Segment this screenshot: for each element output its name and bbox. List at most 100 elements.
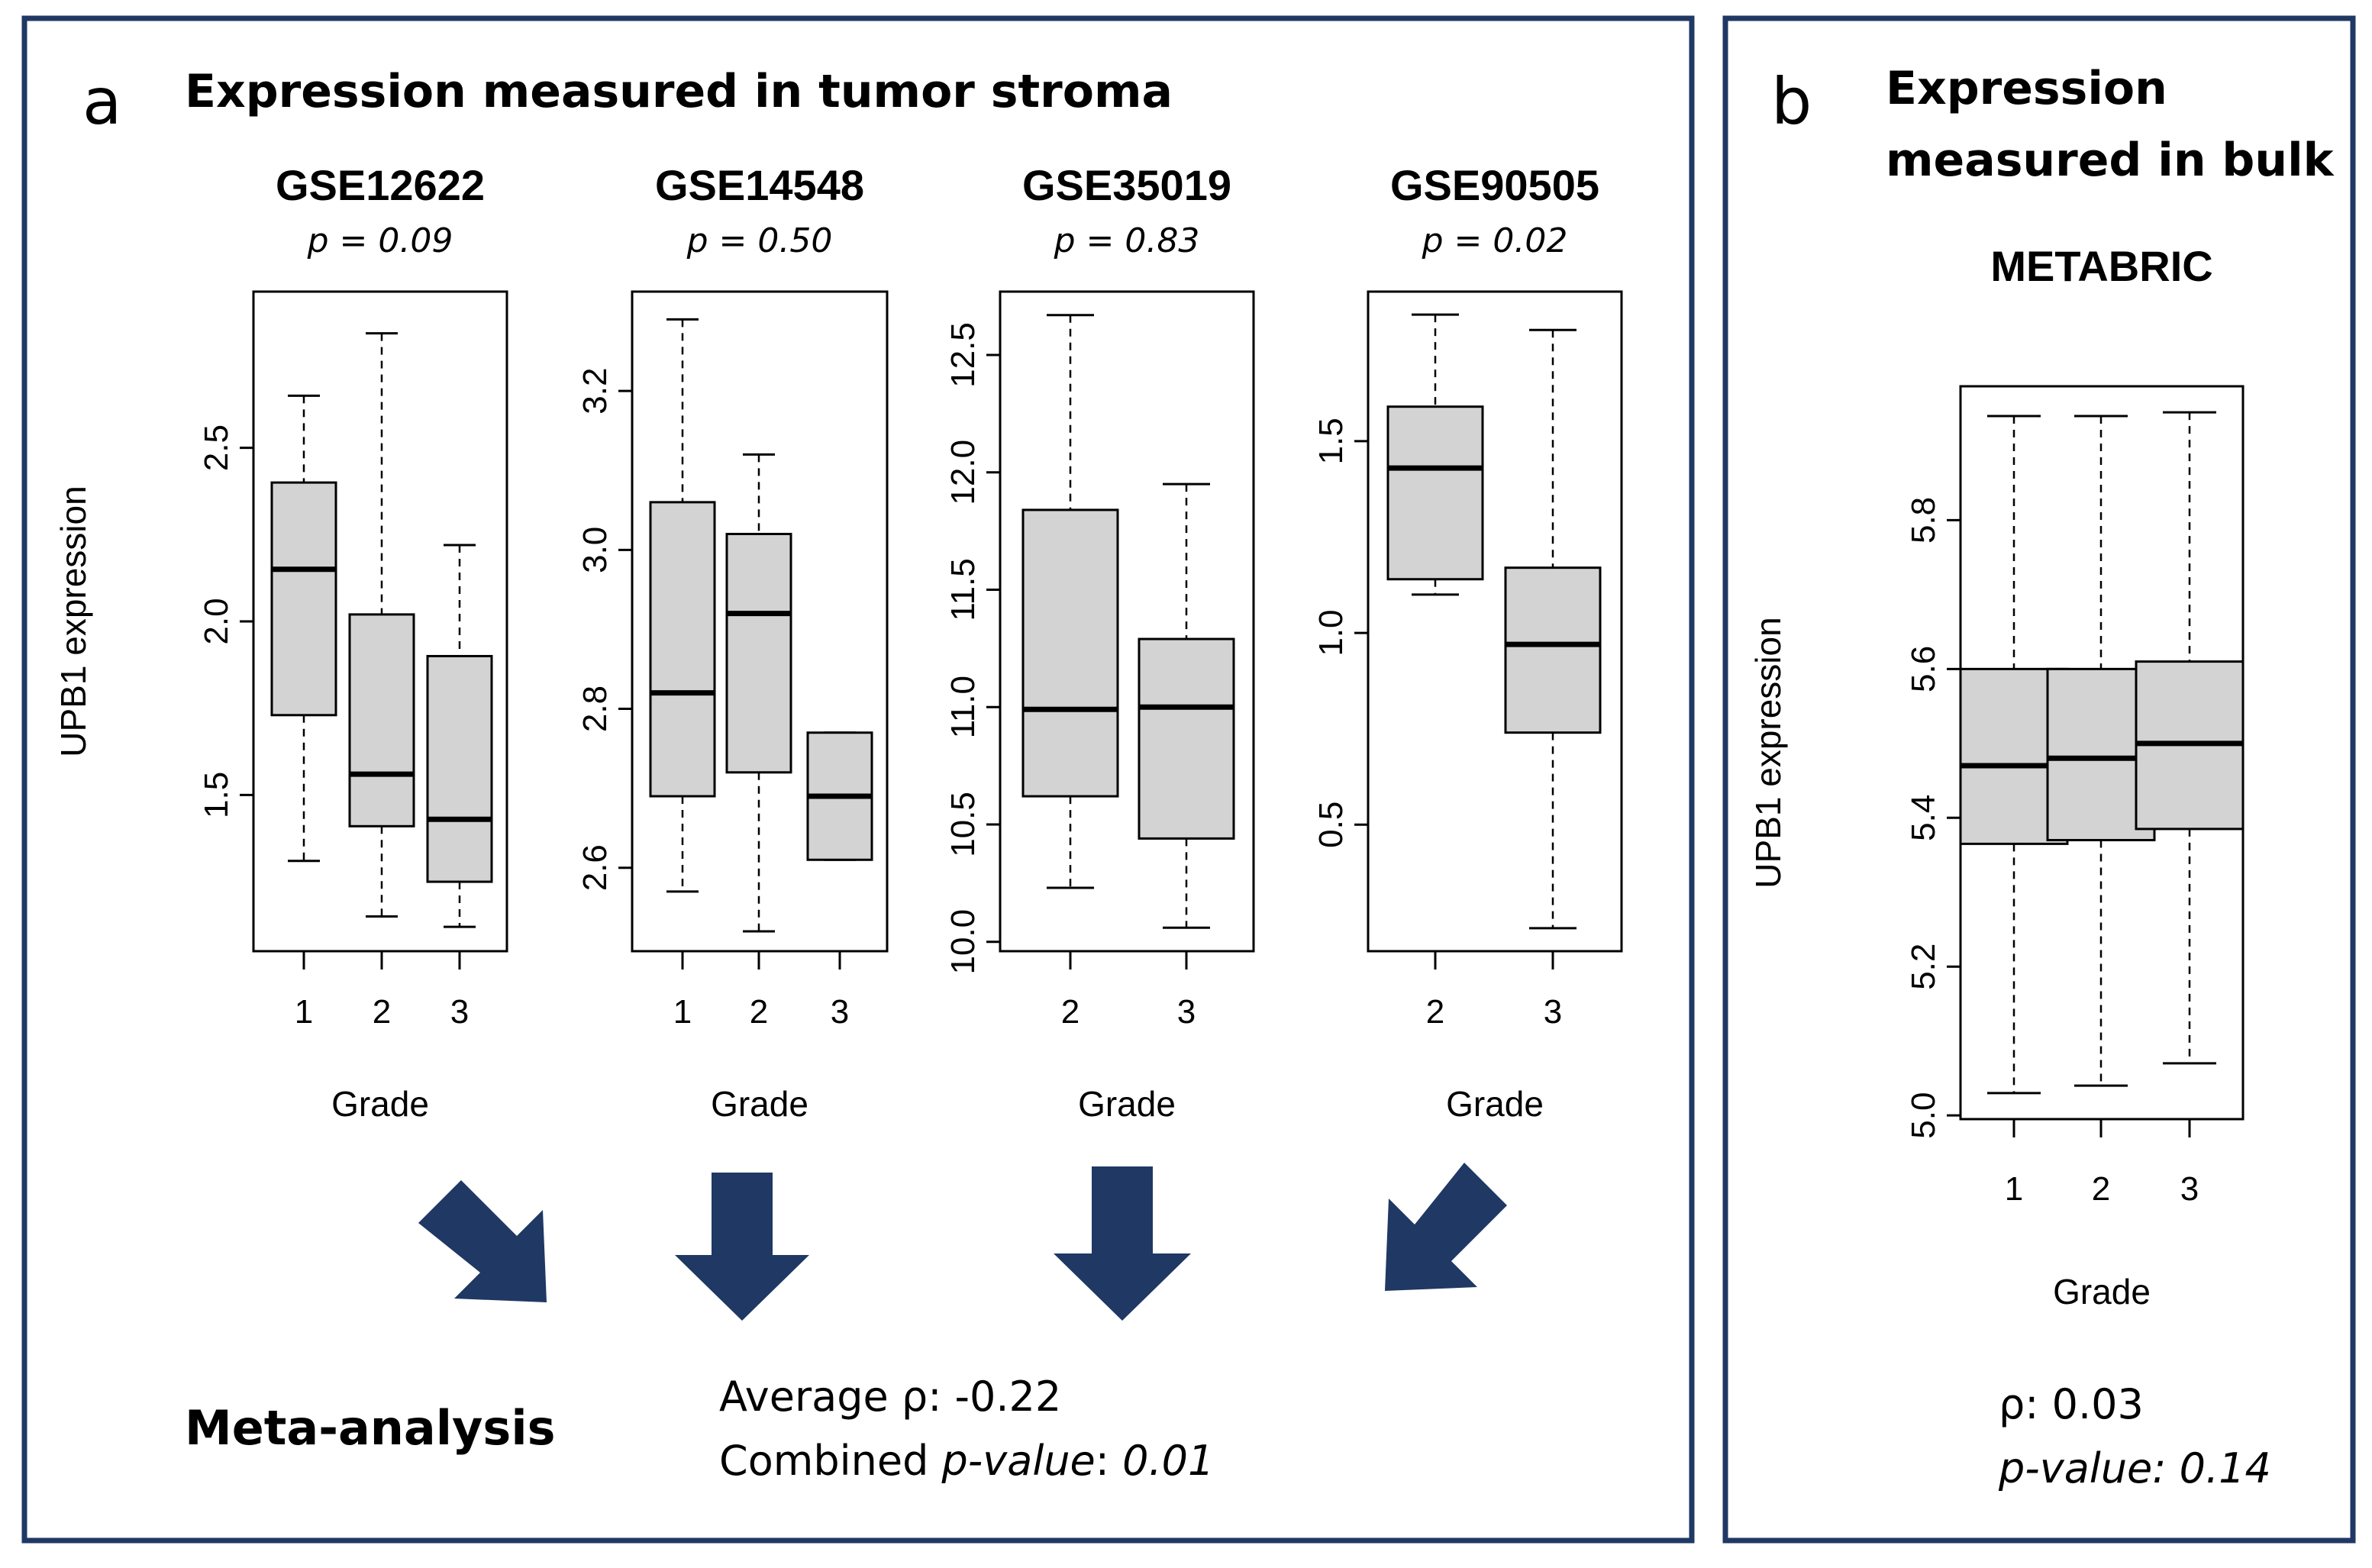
panel-b-frame [1722, 15, 2356, 1544]
iqr-box [1138, 637, 1235, 840]
panel-a-title: Expression measured in tumor stroma [185, 65, 1173, 118]
y-tick-label: 5.0 [1905, 1092, 1942, 1139]
dataset-pvalue: p = 0.83 [1054, 221, 1200, 260]
combined-pvalue: Combined p-value: 0.01 [719, 1437, 1214, 1485]
x-tick-label: 2 [2092, 1170, 2110, 1208]
boxplots: GSE12622 p = 0.09 1.5 2.0 2.5 UPB1 expression… [53, 161, 2245, 1312]
x-tick-label: 3 [450, 993, 469, 1031]
dataset-title: GSE12622 [276, 161, 485, 209]
box-grade-2 [1386, 313, 1484, 596]
y-tick-label: 5.4 [1905, 795, 1942, 841]
iqr-box [1386, 405, 1484, 581]
y-tick-label: 10.5 [944, 792, 982, 857]
iqr-box [725, 532, 792, 774]
y-tick-label: 11.5 [944, 558, 982, 621]
x-tick-label: 1 [673, 993, 692, 1031]
x-axis-label: Grade [331, 1084, 429, 1124]
plot-gse90505: GSE90505 p = 0.02 0.5 1.0 1.5 2 3 Grade [1312, 161, 1623, 1124]
x-tick-label: 2 [1426, 993, 1444, 1031]
plot-gse35019: GSE35019 p = 0.83 10.0 10.5 11.0 11.5 12.0 12.5… [944, 161, 1255, 1124]
dataset-title: GSE14548 [655, 161, 864, 209]
iqr-box [348, 613, 415, 828]
x-tick-label: 3 [1177, 993, 1196, 1031]
arrow-down-icon [675, 1173, 809, 1321]
panel-a-frame [21, 15, 1695, 1544]
arrow-down-right-icon [418, 1180, 547, 1302]
x-tick-label: 3 [2180, 1170, 2199, 1208]
iqr-box [1504, 566, 1602, 734]
average-rho: Average ρ: -0.22 [719, 1373, 1061, 1421]
box-grade-3 [1504, 328, 1602, 930]
y-tick-label: 2.8 [576, 686, 614, 732]
box-grade-3 [426, 544, 493, 928]
y-tick-label: 1.0 [1312, 609, 1350, 656]
y-tick-label: 11.0 [944, 676, 982, 738]
y-tick-label: 3.2 [576, 368, 614, 415]
y-tick-label: 3.0 [576, 527, 614, 573]
box-grade-3 [1138, 482, 1235, 929]
x-axis-label: Grade [1446, 1084, 1544, 1124]
arrows [418, 1163, 1507, 1321]
y-axis-label: UPB1 expression [1748, 617, 1788, 888]
dataset-pvalue: p = 0.50 [686, 221, 833, 260]
iqr-box [426, 654, 493, 883]
x-tick-label: 3 [1544, 993, 1562, 1031]
dataset-title: METABRIC [1990, 242, 2212, 290]
box-grade-1 [649, 318, 716, 893]
y-tick-label: 12.5 [944, 322, 982, 388]
x-axis-label: Grade [1078, 1084, 1176, 1124]
x-tick-label: 3 [831, 993, 849, 1031]
box-grade-1 [270, 394, 337, 863]
combined-value: 0.01 [1122, 1437, 1214, 1485]
x-tick-label: 1 [295, 993, 313, 1031]
y-tick-label: 1.5 [1312, 418, 1350, 464]
dataset-title: GSE35019 [1022, 161, 1231, 209]
x-axis-label: Grade [711, 1084, 808, 1124]
metabric-pvalue: p-value: 0.14 [1998, 1444, 2271, 1492]
box-grade-2 [348, 332, 415, 918]
plot-gse12622: GSE12622 p = 0.09 1.5 2.0 2.5 UPB1 expression… [53, 161, 508, 1124]
arrow-down-icon [1054, 1166, 1191, 1321]
y-tick-label: 2.0 [198, 598, 235, 644]
panel-a-letter: a [82, 64, 121, 139]
y-tick-label: 0.5 [1312, 802, 1350, 848]
iqr-box [649, 501, 716, 798]
plot-metabric: METABRIC 5.0 5.2 5.4 5.6 5.8 UPB1 expression 1 2… [1748, 242, 2245, 1312]
x-tick-label: 2 [750, 993, 768, 1031]
dataset-pvalue: p = 0.09 [307, 221, 453, 260]
y-tick-label: 5.2 [1905, 944, 1942, 990]
plot-gse14548: GSE14548 p = 0.50 2.6 2.8 3.0 3.2 1 2 3 Grade [576, 161, 889, 1124]
plot-frame [999, 290, 1255, 953]
y-tick-label: 5.8 [1905, 497, 1942, 544]
box-grade-2 [1021, 314, 1119, 889]
iqr-box [270, 481, 337, 717]
y-tick-label: 12.0 [944, 440, 982, 505]
iqr-box [1021, 508, 1119, 798]
y-tick-label: 5.6 [1905, 646, 1942, 692]
arrow-down-left-icon [1385, 1163, 1507, 1291]
plot-frame [1367, 290, 1623, 953]
panel-b-title-line2: measured in bulk [1886, 134, 2335, 187]
x-axis-label: Grade [2053, 1272, 2151, 1312]
combined-prefix: Combined [719, 1437, 942, 1485]
x-tick-label: 1 [2005, 1170, 2023, 1208]
combined-label: p-value [941, 1437, 1096, 1485]
panel-b-title-line1: Expression [1886, 62, 2167, 115]
metabric-rho: ρ: 0.03 [1999, 1380, 2144, 1428]
panel-b-letter: b [1771, 64, 1812, 139]
x-tick-label: 2 [373, 993, 391, 1031]
box-grade-2 [725, 453, 792, 933]
box-grade-3 [806, 731, 873, 861]
y-tick-label: 10.0 [944, 909, 982, 975]
meta-analysis-title: Meta-analysis [185, 1400, 556, 1456]
combined-sep: : [1096, 1437, 1122, 1485]
dataset-pvalue: p = 0.02 [1422, 221, 1568, 260]
y-tick-label: 2.5 [198, 424, 235, 471]
dataset-title: GSE90505 [1390, 161, 1599, 209]
box-grade-3 [2135, 411, 2245, 1065]
y-tick-label: 1.5 [198, 772, 235, 818]
y-tick-label: 2.6 [576, 844, 614, 891]
x-tick-label: 2 [1061, 993, 1080, 1031]
y-axis-label: UPB1 expression [53, 486, 93, 757]
